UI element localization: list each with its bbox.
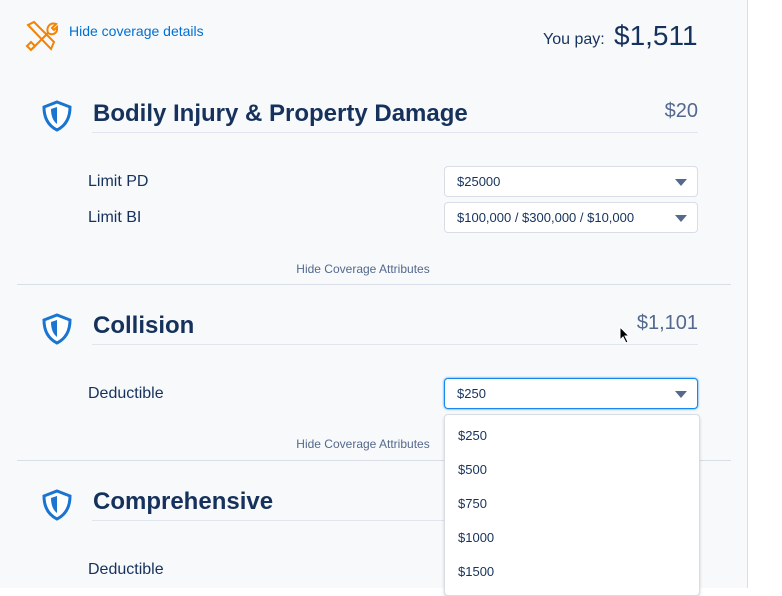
dropdown-option[interactable]: $1000 [458, 530, 495, 545]
shield-icon [42, 489, 72, 521]
field-label: Deductible [88, 385, 164, 402]
dropdown-option[interactable]: $500 [458, 462, 487, 477]
field-label: Limit PD [88, 173, 149, 190]
pay-amount: $1,511 [614, 20, 698, 51]
dropdown-option[interactable]: $250 [458, 428, 487, 443]
toggle-attributes[interactable]: Hide Coverage Attributes [296, 262, 430, 276]
dropdown-option[interactable]: $1500 [458, 564, 495, 579]
divider [17, 284, 731, 285]
section-title: Collision [93, 312, 195, 339]
field-select[interactable]: $100,000 / $300,000 / $10,000 [444, 202, 698, 233]
select-value: $100,000 / $300,000 / $10,000 [457, 210, 635, 225]
section-price: $1,101 [636, 312, 698, 334]
divider [17, 460, 731, 461]
title-underline [92, 132, 698, 133]
shield-icon [42, 313, 72, 345]
section-title: Bodily Injury & Property Damage [93, 100, 468, 127]
section-price: $20 [664, 100, 698, 122]
shield-icon [42, 100, 72, 132]
mouse-cursor [619, 326, 631, 344]
dropdown-option[interactable]: $750 [458, 496, 487, 511]
title-underline [92, 344, 698, 345]
select-value: $250 [457, 386, 486, 401]
select-value: $25000 [457, 174, 501, 189]
field-select[interactable]: $25000 [444, 166, 698, 197]
hide-details-link[interactable]: Hide coverage details [69, 23, 204, 39]
tools-icon [25, 20, 58, 52]
title-underline [92, 520, 698, 521]
field-label: Limit BI [88, 209, 142, 226]
toggle-attributes[interactable]: Hide Coverage Attributes [296, 437, 430, 451]
field-select[interactable]: $250 [444, 378, 698, 409]
field-label: Deductible [88, 561, 164, 578]
section-title: Comprehensive [93, 488, 274, 515]
dropdown-list: $250 $500 $750 $1000 $1500 [444, 414, 700, 596]
pay-label: You pay: [543, 31, 605, 48]
